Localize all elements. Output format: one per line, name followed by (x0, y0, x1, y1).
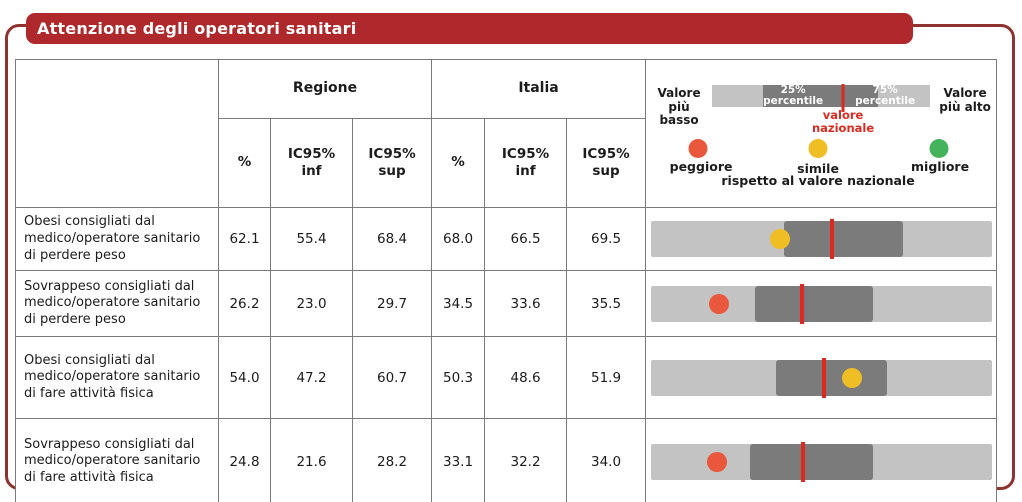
group-header-row: Regione Italia Valore più basso 25% perc… (15, 59, 998, 208)
range-bar (651, 441, 993, 482)
table-row: Sovrappeso consigliati dal medico/operat… (15, 270, 998, 338)
table-body: Obesi consigliati dal medico/operatore s… (15, 206, 998, 502)
regione-ic-sup-cell: 29.7 (351, 270, 433, 338)
regione-ic-inf-cell: 21.6 (270, 418, 353, 502)
legend-similar-label: simile (797, 160, 839, 176)
section-title: Attenzione degli operatori sanitari (37, 19, 357, 38)
range-bar (651, 219, 993, 260)
interquartile-band (749, 443, 874, 480)
worse-dot-icon (688, 138, 708, 158)
regione-pct-cell: 54.0 (218, 336, 271, 420)
italia-ic-inf-header: IC95% inf (484, 117, 568, 208)
legend-national-value-line (841, 83, 845, 112)
regione-pct-cell: 62.1 (218, 206, 271, 272)
percentile-chart-cell (645, 206, 998, 272)
indicators-table: Regione Italia Valore più basso 25% perc… (15, 59, 998, 502)
regione-ic-inf-header: IC95% inf (270, 117, 353, 208)
percentile-legend: Valore più basso 25% percentile 75% perc… (646, 77, 996, 190)
regione-ic-sup-cell: 28.2 (351, 418, 433, 502)
legend-p25-label: 25% percentile (763, 83, 824, 108)
comparison-dot (841, 367, 862, 388)
italia-ic-sup-cell: 35.5 (566, 270, 647, 338)
italia-ic-sup-header: IC95% sup (566, 117, 647, 208)
italia-pct-cell: 68.0 (431, 206, 486, 272)
legend-lowest-value-label: Valore più basso (657, 85, 701, 128)
legend-interquartile-band (763, 84, 879, 107)
legend-better-label: migliore (911, 158, 970, 174)
indicator-label: Sovrappeso consigliati dal medico/operat… (15, 270, 219, 338)
regione-pct-cell: 24.8 (218, 418, 271, 502)
indicator-label: Sovrappeso consigliati dal medico/operat… (15, 418, 219, 502)
national-value-line (830, 219, 835, 260)
national-value-line (821, 357, 826, 398)
table-row: Obesi consigliati dal medico/operatore s… (15, 206, 998, 272)
indicator-column-header (15, 59, 219, 208)
italia-ic-inf-cell: 32.2 (484, 418, 568, 502)
regione-ic-sup-cell: 60.7 (351, 336, 433, 420)
regione-ic-inf-cell: 55.4 (270, 206, 353, 272)
percentile-chart-cell (645, 336, 998, 420)
better-dot-icon (929, 138, 949, 158)
interquartile-band (775, 359, 888, 396)
regione-ic-inf-cell: 23.0 (270, 270, 353, 338)
percentile-chart-cell (645, 270, 998, 338)
indicators-table-wrapper: Regione Italia Valore più basso 25% perc… (15, 59, 998, 502)
indicator-label: Obesi consigliati dal medico/operatore s… (15, 206, 219, 272)
comparison-dot (708, 293, 729, 314)
italia-ic-sup-cell: 34.0 (566, 418, 647, 502)
italia-pct-header: % (431, 117, 486, 208)
italia-ic-inf-cell: 33.6 (484, 270, 568, 338)
sub-header-row: % IC95% inf IC95% sup % IC95% inf IC95% … (16, 117, 997, 208)
similar-dot-icon (808, 138, 828, 158)
italia-ic-inf-cell: 48.6 (484, 336, 568, 420)
comparison-dot (706, 451, 727, 472)
italia-pct-cell: 33.1 (431, 418, 486, 502)
chart-legend-cell: Valore più basso 25% percentile 75% perc… (645, 59, 998, 208)
regione-ic-sup-header: IC95% sup (351, 117, 433, 208)
regione-group-header: Regione (217, 59, 433, 119)
range-bar (651, 283, 993, 324)
national-value-line (801, 441, 806, 482)
regione-pct-header: % (218, 117, 271, 208)
regione-ic-inf-cell: 47.2 (270, 336, 353, 420)
section-title-band: Attenzione degli operatori sanitari (26, 13, 913, 44)
legend-range-bar: 25% percentile 75% percentile (712, 83, 931, 112)
regione-ic-sup-cell: 68.4 (351, 206, 433, 272)
italia-group-header: Italia (431, 59, 647, 119)
interquartile-band (755, 285, 874, 322)
legend-p75-label: 75% percentile (855, 83, 916, 108)
percentile-chart-cell (645, 418, 998, 502)
italia-ic-sup-cell: 51.9 (566, 336, 647, 420)
legend-worse-label: peggiore (669, 158, 733, 174)
table-row: Obesi consigliati dal medico/operatore s… (15, 336, 998, 420)
italia-pct-cell: 50.3 (431, 336, 486, 420)
italia-pct-cell: 34.5 (431, 270, 486, 338)
range-bar (651, 357, 993, 398)
comparison-dot (769, 229, 790, 250)
table-row: Sovrappeso consigliati dal medico/operat… (15, 418, 998, 502)
legend-highest-value-label: Valore più alto (939, 85, 991, 114)
indicator-label: Obesi consigliati dal medico/operatore s… (15, 336, 219, 420)
legend-vs-national-label: rispetto al valore nazionale (721, 172, 915, 188)
italia-ic-inf-cell: 66.5 (484, 206, 568, 272)
national-value-line (800, 283, 805, 324)
regione-pct-cell: 26.2 (218, 270, 271, 338)
italia-ic-sup-cell: 69.5 (566, 206, 647, 272)
interquartile-band (783, 221, 904, 258)
legend-national-value-label: valore nazionale (811, 107, 875, 135)
